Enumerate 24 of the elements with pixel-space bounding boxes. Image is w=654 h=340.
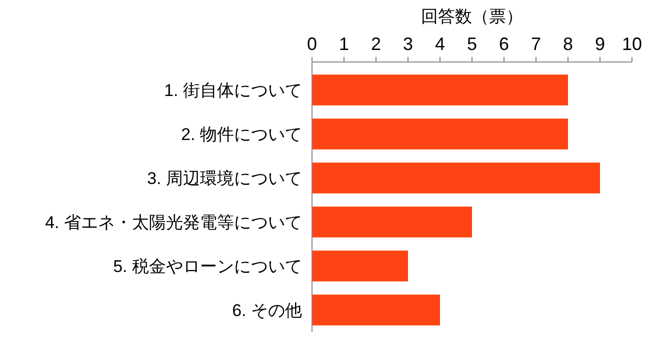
x-tick-label: 3 (402, 34, 414, 54)
x-tick-label: 7 (530, 34, 542, 54)
y-tick-label: 4. 省エネ・太陽光発電等について (45, 212, 302, 232)
x-tick-label: 10 (622, 34, 642, 54)
x-tick-label: 8 (562, 34, 574, 54)
x-tick-label: 6 (498, 34, 510, 54)
y-tick-label: 5. 税金やローンについて (113, 256, 302, 276)
bar (312, 294, 440, 326)
x-tick-label: 4 (434, 34, 446, 54)
x-axis-title: 回答数（票） (421, 7, 523, 26)
x-tick-label: 2 (370, 34, 382, 54)
y-tick-label: 3. 周辺環境について (147, 168, 302, 188)
x-tick-label: 9 (594, 34, 606, 54)
bar (312, 162, 600, 194)
y-tick-label: 6. その他 (232, 300, 302, 320)
y-tick-label: 1. 街自体について (164, 80, 302, 100)
x-tick-label: 0 (306, 34, 318, 54)
bar (312, 74, 568, 106)
x-tick-label: 5 (466, 34, 478, 54)
bar (312, 206, 472, 238)
y-tick-label: 2. 物件について (181, 124, 302, 144)
bar (312, 118, 568, 150)
x-tick-label: 1 (338, 34, 350, 54)
bar (312, 250, 408, 282)
